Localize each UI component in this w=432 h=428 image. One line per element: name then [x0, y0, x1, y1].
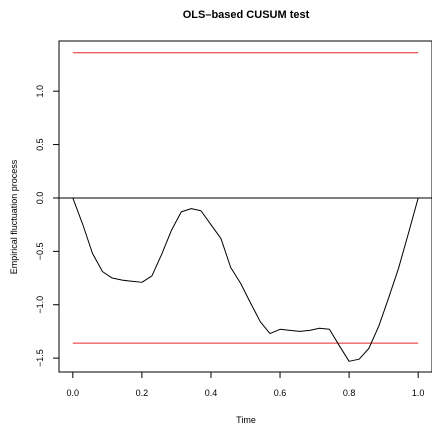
- chart-title: OLS–based CUSUM test: [183, 9, 310, 21]
- y-axis: −1.5 −1.0 −0.5 0.0 0.5 1.0: [35, 85, 60, 367]
- y-tick-label: 1.0: [35, 85, 45, 98]
- x-axis: 0.0 0.2 0.4 0.6 0.8 1.0: [67, 371, 425, 398]
- boundary-lines: [72, 52, 419, 344]
- series-group: [72, 197, 419, 362]
- x-tick-label: 1.0: [412, 388, 425, 398]
- y-axis-label: Empirical fluctuation process: [9, 159, 19, 274]
- x-tick-label: 0.0: [67, 388, 80, 398]
- x-tick-label: 0.4: [205, 388, 218, 398]
- fluctuation-process-line: [72, 197, 419, 362]
- y-tick-label: 0.0: [35, 192, 45, 205]
- x-tick-label: 0.2: [136, 388, 149, 398]
- y-tick-label: −0.5: [35, 242, 45, 260]
- y-tick-label: 0.5: [35, 138, 45, 151]
- plot-frame: [58, 40, 432, 373]
- y-tick-label: −1.5: [35, 349, 45, 367]
- y-tick-label: −1.0: [35, 296, 45, 314]
- x-tick-label: 0.8: [343, 388, 356, 398]
- x-axis-label: Time: [236, 415, 256, 425]
- x-tick-label: 0.6: [274, 388, 287, 398]
